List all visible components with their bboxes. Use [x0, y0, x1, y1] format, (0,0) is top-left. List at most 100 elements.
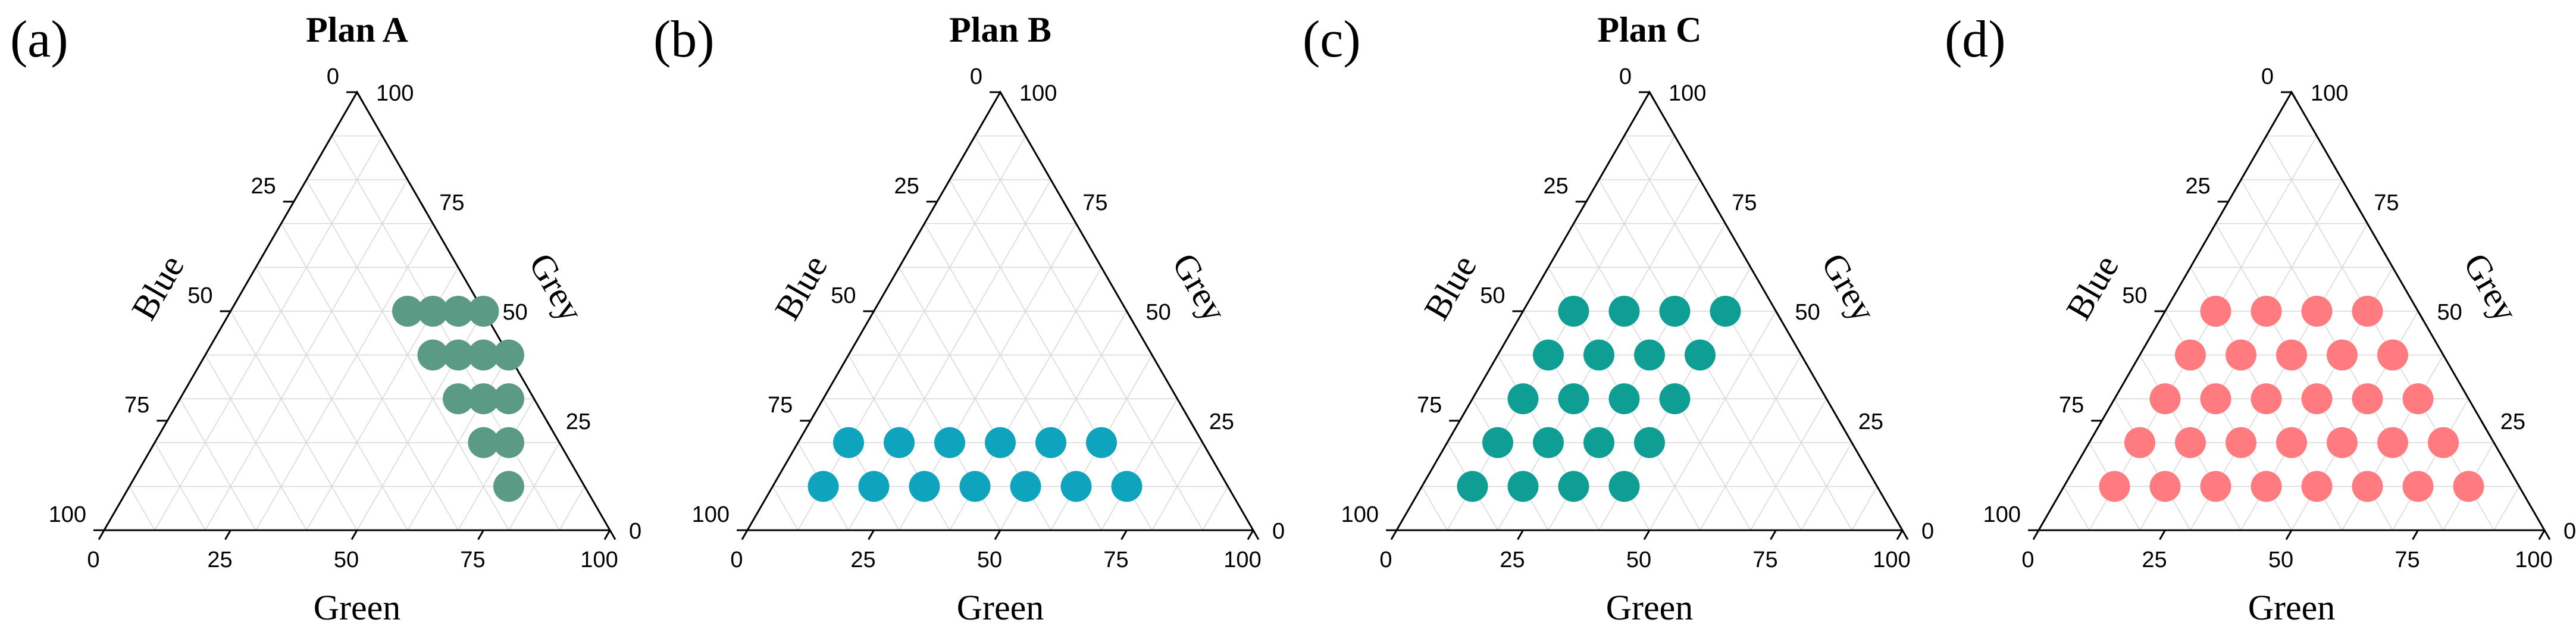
tick-label-green: 50 [1626, 547, 1651, 572]
tick-label-grey: 100 [2311, 81, 2348, 106]
data-points [1457, 295, 1741, 502]
grid-line-blue [205, 355, 307, 531]
data-points [2099, 295, 2484, 502]
tick-label-green: 75 [460, 547, 485, 572]
grid-line-green [2392, 398, 2469, 531]
grid-line-blue [2114, 398, 2191, 531]
tick-mark-green [1643, 530, 1651, 540]
data-point [443, 383, 474, 415]
tick-mark-green [741, 530, 749, 540]
tick-mark-green [2285, 530, 2293, 540]
tick-label-grey: 25 [2500, 409, 2525, 434]
tick-mark-grey [1838, 420, 1846, 431]
data-point [1558, 471, 1589, 502]
tick-label-green: 100 [580, 547, 618, 572]
grid-line-green [1101, 398, 1178, 531]
data-point [2226, 339, 2256, 371]
data-point [833, 427, 864, 458]
tick-mark-green [2159, 530, 2166, 540]
panel-label: (d) [1945, 11, 2006, 68]
tick-mark-grey [1126, 311, 1133, 321]
tick-label-green: 100 [2515, 547, 2552, 572]
grid-line-blue [1573, 223, 1751, 531]
data-point [1608, 383, 1640, 415]
grid-line-green [1851, 486, 1878, 531]
data-point [807, 471, 839, 502]
grid-line-blue [772, 486, 799, 531]
tick-mark-green [1517, 530, 1524, 540]
tick-label-grey: 0 [1272, 519, 1285, 544]
tick-mark-grey [546, 420, 553, 431]
data-point [2428, 427, 2459, 458]
data-point [468, 339, 499, 371]
data-point [468, 295, 499, 327]
data-point [2124, 427, 2155, 458]
tick-label-blue: 100 [692, 502, 730, 527]
data-point [1659, 383, 1691, 415]
tick-label-grey: 0 [1921, 519, 1934, 544]
data-point [2377, 339, 2408, 371]
data-point [2377, 427, 2408, 458]
data-point [1583, 339, 1614, 371]
data-point [1608, 471, 1640, 502]
ternary-panel-d: 0 0 0 25 25 25 50 50 50 75 75 75 100 100 100 Green Blue G… [1945, 11, 2576, 627]
data-point [493, 471, 524, 502]
tick-mark-green [477, 530, 484, 540]
data-point [443, 339, 474, 371]
ternary-panel-b: 0 0 0 25 25 25 50 50 50 75 75 75 100 100 100 Green Blue G… [653, 10, 1285, 627]
tick-label-green: 75 [1752, 547, 1777, 572]
grid-line-blue [230, 311, 358, 531]
tick-label-green: 0 [730, 547, 743, 572]
tick-label-green: 0 [1379, 547, 1392, 572]
tick-mark-grey [2290, 92, 2298, 102]
data-point [1558, 383, 1589, 415]
tick-mark-grey [1252, 530, 1260, 540]
data-point [2301, 295, 2333, 327]
data-point [493, 427, 524, 458]
tick-label-green: 0 [87, 547, 99, 572]
grid-line-green [1750, 398, 1827, 531]
data-point [2251, 383, 2282, 415]
tick-mark-green [2412, 530, 2419, 540]
tick-mark-grey [2353, 201, 2361, 212]
tick-mark-green [1247, 530, 1254, 540]
axis-title-green: Green [957, 588, 1044, 626]
axis-title-blue: Blue [1416, 248, 1484, 326]
tick-label-blue: 100 [1983, 502, 2021, 527]
data-point [2251, 295, 2282, 327]
ternary-grid [2063, 135, 2520, 531]
tick-label-grey: 75 [1082, 190, 1107, 215]
grid-line-green [1649, 311, 1777, 531]
grid-line-blue [331, 136, 560, 531]
tick-mark-green [224, 530, 231, 540]
grid-line-green [1699, 355, 1802, 531]
tick-label-blue: 100 [1341, 502, 1379, 527]
data-point [909, 471, 940, 502]
grid-line-green [255, 223, 434, 531]
tick-mark-green [98, 530, 105, 540]
tick-mark-green [1896, 530, 1904, 540]
tick-label-grey: 0 [2564, 519, 2576, 544]
data-point [1060, 471, 1092, 502]
axis-title-grey: Grey [1165, 246, 1234, 328]
tick-label-grey: 100 [1019, 81, 1057, 106]
grid-line-blue [129, 486, 155, 531]
data-point [2175, 339, 2206, 371]
tick-label-grey: 50 [1795, 300, 1820, 325]
tick-label-grey: 100 [376, 81, 414, 106]
tick-mark-green [2538, 530, 2546, 540]
grid-line-green [2493, 486, 2520, 531]
tick-mark-grey [999, 92, 1007, 102]
data-point [2200, 383, 2231, 415]
tick-mark-grey [2543, 530, 2551, 540]
data-point [1583, 427, 1614, 458]
tick-mark-green [994, 530, 1001, 540]
tick-label-green: 25 [2142, 547, 2167, 572]
grid-line-green [2089, 136, 2318, 531]
tick-label-grey: 50 [1146, 300, 1171, 325]
data-point [443, 295, 474, 327]
tick-label-grey: 50 [503, 300, 528, 325]
tick-label-green: 50 [977, 547, 1002, 572]
data-points [807, 427, 1143, 502]
